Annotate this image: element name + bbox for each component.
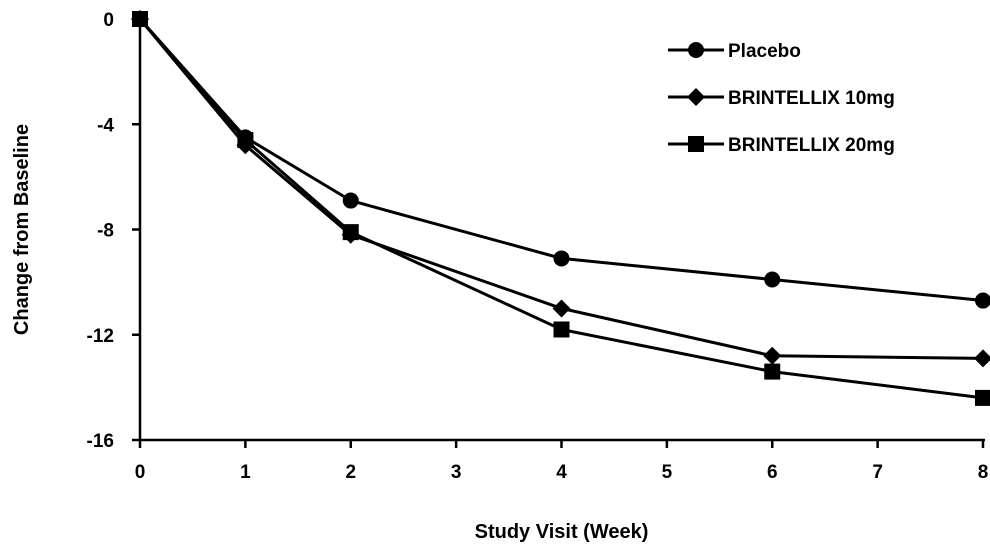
data-point [342, 224, 359, 241]
x-tick-label: 0 [135, 462, 146, 483]
legend-label: BRINTELLIX 10mg [728, 88, 895, 109]
y-axis-title: Change from Baseline [11, 124, 33, 335]
data-point [974, 349, 990, 368]
legend-marker [688, 42, 704, 58]
data-point [975, 292, 990, 309]
data-point [237, 132, 254, 149]
data-point [132, 11, 148, 27]
y-tick-label: 0 [103, 10, 114, 31]
x-tick-label: 3 [451, 462, 462, 483]
x-tick-label: 5 [662, 462, 673, 483]
y-tick-label: -4 [97, 115, 114, 136]
x-tick-label: 1 [240, 462, 251, 483]
legend-label: BRINTELLIX 20mg [728, 135, 895, 156]
data-point [552, 299, 571, 318]
x-tick-label: 2 [345, 462, 356, 483]
series-layer [131, 10, 990, 406]
data-point [553, 250, 570, 267]
x-ticks: 0 1 2 3 4 5 6 7 8 [135, 440, 989, 483]
data-point [975, 389, 990, 406]
data-point [764, 271, 781, 288]
series-line [138, 18, 984, 360]
legend-item: Placebo [668, 41, 801, 62]
legend-item: BRINTELLIX 10mg [668, 88, 895, 109]
x-tick-label: 6 [767, 462, 778, 483]
legend-marker [688, 136, 704, 152]
y-tick-label: -12 [87, 326, 114, 347]
x-axis-title: Study Visit (Week) [475, 521, 649, 543]
legend: Placebo BRINTELLIX 10mg BRINTELLIX 20mg [668, 41, 895, 156]
series-line [138, 18, 984, 400]
x-tick-label: 4 [556, 462, 567, 483]
legend-label: Placebo [728, 41, 801, 62]
data-point [342, 192, 359, 209]
data-point [763, 346, 782, 365]
series-3 [132, 11, 990, 406]
x-tick-label: 8 [978, 462, 989, 483]
legend-item: BRINTELLIX 20mg [668, 135, 895, 156]
y-tick-label: -16 [87, 431, 114, 452]
x-tick-label: 7 [872, 462, 883, 483]
data-point [553, 321, 570, 338]
axes [138, 17, 985, 442]
y-tick-label: -8 [97, 221, 114, 242]
series-2 [131, 10, 990, 368]
legend-marker [687, 88, 705, 106]
y-ticks: 0 -4 -8 -12 -16 [87, 10, 140, 452]
data-point [764, 363, 781, 380]
